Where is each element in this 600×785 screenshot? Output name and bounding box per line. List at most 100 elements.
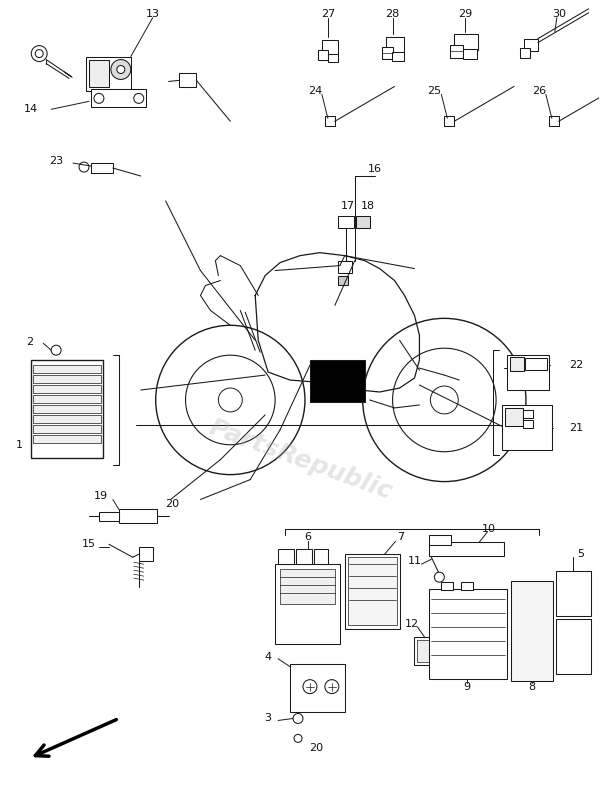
Bar <box>33 375 101 383</box>
Bar <box>445 116 454 126</box>
Text: 2: 2 <box>26 338 33 347</box>
Bar <box>325 116 335 126</box>
Circle shape <box>117 65 125 74</box>
Bar <box>89 60 109 87</box>
Text: 7: 7 <box>398 532 404 542</box>
Text: 11: 11 <box>407 557 421 566</box>
Circle shape <box>94 93 104 104</box>
Text: 20: 20 <box>166 499 179 509</box>
Text: 22: 22 <box>569 360 583 370</box>
Bar <box>296 550 312 564</box>
Circle shape <box>134 93 144 104</box>
Bar <box>461 582 473 590</box>
Bar <box>314 550 328 564</box>
Text: 16: 16 <box>368 164 382 174</box>
Bar <box>33 405 101 413</box>
Bar <box>556 619 590 674</box>
Bar <box>33 425 101 433</box>
Bar <box>556 571 590 616</box>
Bar <box>33 385 101 393</box>
Circle shape <box>51 345 61 355</box>
Bar <box>290 664 345 711</box>
Bar <box>392 52 404 60</box>
Text: 13: 13 <box>146 9 160 19</box>
Bar <box>502 405 552 450</box>
Bar <box>99 513 119 521</box>
Bar <box>280 569 335 604</box>
Circle shape <box>185 355 275 445</box>
Text: 5: 5 <box>577 550 584 559</box>
Text: 1: 1 <box>16 440 23 450</box>
Bar <box>523 410 533 418</box>
Bar <box>338 276 348 286</box>
Text: 23: 23 <box>49 156 63 166</box>
Bar <box>31 360 103 458</box>
Bar <box>382 46 392 59</box>
Bar <box>430 542 504 557</box>
Bar <box>549 116 559 126</box>
Bar <box>310 360 365 402</box>
Circle shape <box>35 49 43 57</box>
Bar <box>507 355 549 390</box>
Bar <box>356 216 370 228</box>
Bar <box>524 38 538 50</box>
Text: 25: 25 <box>427 86 442 97</box>
Text: 24: 24 <box>308 86 322 97</box>
Text: 3: 3 <box>265 714 272 724</box>
Text: 26: 26 <box>532 86 546 97</box>
Polygon shape <box>255 253 419 392</box>
Bar <box>318 49 328 60</box>
Bar <box>86 57 131 91</box>
Bar <box>523 420 533 428</box>
Bar <box>525 358 547 370</box>
Text: 18: 18 <box>361 201 375 211</box>
Bar <box>454 34 478 49</box>
Circle shape <box>155 325 305 475</box>
Bar <box>328 53 338 61</box>
Text: 8: 8 <box>529 681 535 692</box>
Circle shape <box>111 60 131 79</box>
Circle shape <box>79 162 89 172</box>
Bar <box>505 408 523 425</box>
Circle shape <box>430 386 458 414</box>
Bar <box>463 49 477 59</box>
Bar <box>278 550 294 564</box>
Bar <box>418 640 451 662</box>
Bar <box>430 589 507 679</box>
Bar <box>510 357 524 371</box>
Circle shape <box>434 572 445 582</box>
Bar <box>275 564 340 644</box>
Bar <box>345 554 400 629</box>
Bar <box>139 547 152 561</box>
Text: 19: 19 <box>94 491 108 501</box>
Circle shape <box>303 680 317 694</box>
Circle shape <box>218 388 242 412</box>
Bar <box>91 89 146 108</box>
Bar <box>91 163 113 173</box>
Text: 15: 15 <box>82 539 96 550</box>
Bar <box>415 637 454 665</box>
Bar <box>430 535 451 546</box>
Bar <box>451 45 463 57</box>
Text: PartsRepublic: PartsRepublic <box>205 415 395 504</box>
Text: 30: 30 <box>552 9 566 19</box>
Bar <box>520 48 530 57</box>
Circle shape <box>392 349 496 451</box>
Bar <box>119 509 157 524</box>
Bar <box>511 581 553 681</box>
Bar <box>33 415 101 423</box>
Text: 29: 29 <box>458 9 472 19</box>
Text: 20: 20 <box>309 743 323 754</box>
Bar <box>33 395 101 403</box>
Circle shape <box>293 714 303 724</box>
Bar <box>179 74 196 87</box>
Text: 10: 10 <box>482 524 496 535</box>
Circle shape <box>31 46 47 61</box>
Bar <box>348 557 397 625</box>
Bar <box>33 435 101 443</box>
Text: 6: 6 <box>304 532 311 542</box>
Circle shape <box>325 680 339 694</box>
Text: 12: 12 <box>404 619 419 629</box>
Text: 27: 27 <box>321 9 335 19</box>
Text: 28: 28 <box>385 9 400 19</box>
